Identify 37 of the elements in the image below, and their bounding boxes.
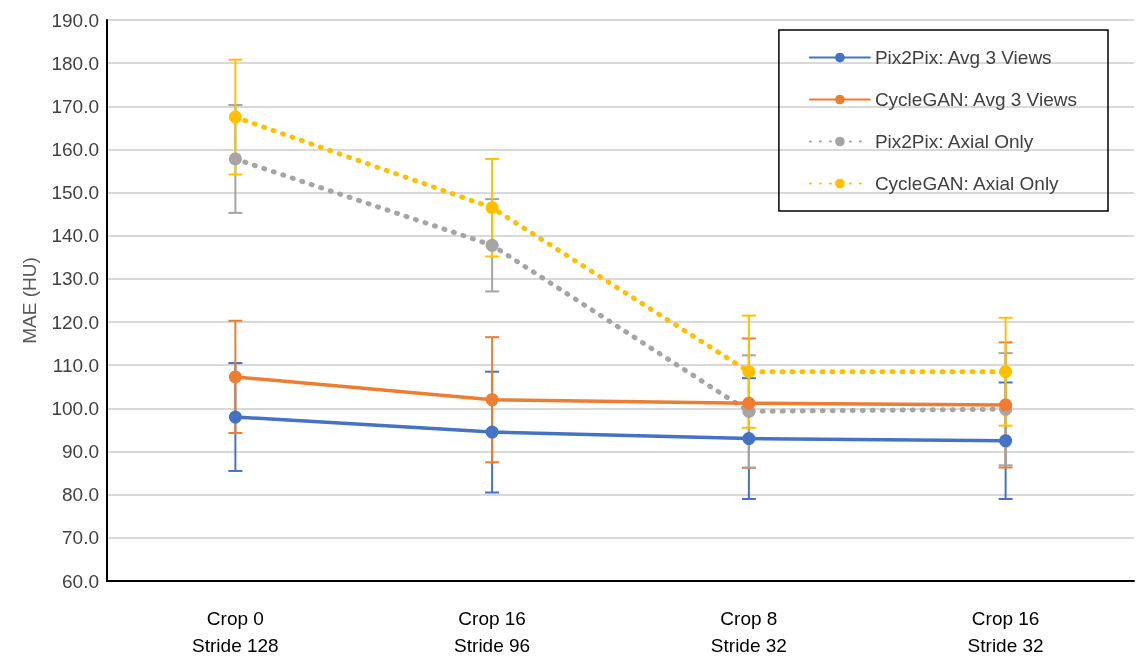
y-axis-title: MAE (HU) xyxy=(19,257,40,344)
y-tick-label: 100.0 xyxy=(51,397,99,419)
point xyxy=(485,425,499,439)
x-tick-label: Crop 0 Stride 128 xyxy=(192,608,279,656)
y-tick-label: 180.0 xyxy=(51,52,99,74)
x-tick-label: Crop 8 Stride 32 xyxy=(710,608,787,656)
y-tick-label: 120.0 xyxy=(51,311,99,333)
y-tick-label: 60.0 xyxy=(62,570,99,592)
y-tick-label: 150.0 xyxy=(51,182,99,204)
y-tick-label: 70.0 xyxy=(62,527,99,549)
y-tick-label: 80.0 xyxy=(62,484,99,506)
point xyxy=(228,410,242,424)
y-tick-label: 140.0 xyxy=(51,225,99,247)
legend-label: CycleGAN: Avg 3 Views xyxy=(874,89,1077,110)
point xyxy=(228,370,242,384)
y-tick-label: 110.0 xyxy=(52,354,99,376)
point xyxy=(228,152,242,166)
point xyxy=(999,365,1013,379)
y-tick-label: 90.0 xyxy=(62,441,99,463)
y-tick-label: 170.0 xyxy=(51,95,99,117)
point xyxy=(742,396,756,410)
x-tick-label: Crop 16 Stride 96 xyxy=(454,608,531,656)
point xyxy=(485,201,499,215)
point xyxy=(485,238,499,252)
point xyxy=(485,393,499,407)
legend-label: CycleGAN: Axial Only xyxy=(874,173,1060,194)
point xyxy=(742,432,756,446)
y-tick-label: 130.0 xyxy=(51,268,99,290)
y-tick-label: 160.0 xyxy=(51,138,99,160)
legend-label: Pix2Pix: Avg 3 Views xyxy=(874,47,1052,68)
y-tick-label: 190.0 xyxy=(51,9,99,31)
point xyxy=(742,365,756,379)
point xyxy=(999,434,1013,448)
point xyxy=(228,110,242,124)
point xyxy=(999,398,1013,412)
x-tick-label: Crop 16 Stride 32 xyxy=(967,608,1044,656)
legend-label: Pix2Pix: Axial Only xyxy=(874,131,1034,152)
